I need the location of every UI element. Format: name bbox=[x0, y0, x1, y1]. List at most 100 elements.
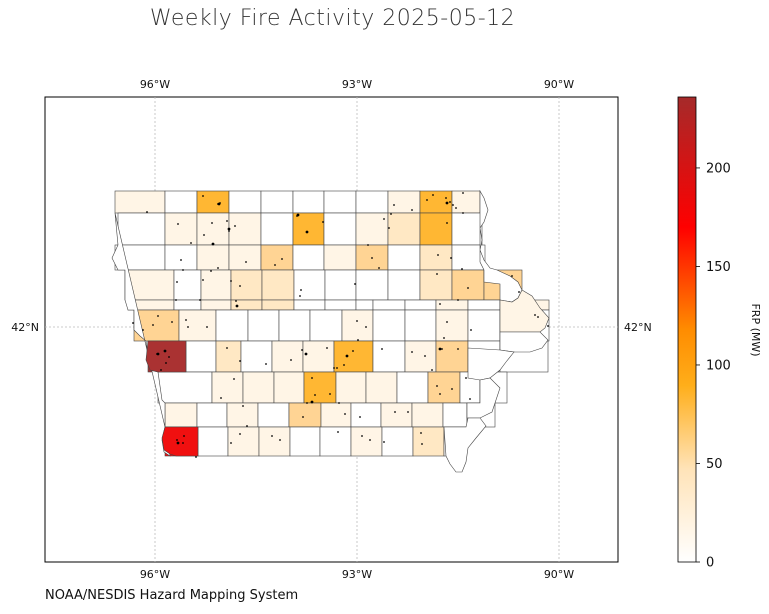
county-r9-c3 bbox=[226, 402, 259, 428]
colorbar-ticks: 0 50 100 150 200 bbox=[696, 161, 731, 571]
county-r6-c3 bbox=[215, 309, 249, 342]
fire-point bbox=[246, 425, 248, 427]
fire-point-large bbox=[163, 349, 167, 353]
fire-point bbox=[165, 362, 167, 364]
fire-point bbox=[180, 259, 182, 261]
fire-point bbox=[338, 402, 340, 404]
county-r8-c6 bbox=[335, 371, 367, 404]
colorbar-tick-label: 150 bbox=[706, 260, 731, 275]
county-r10-c7 bbox=[350, 426, 383, 457]
county-r9-c2 bbox=[196, 402, 228, 428]
fire-point bbox=[518, 291, 520, 293]
county-r4-c5 bbox=[261, 269, 295, 301]
county-r6-c7 bbox=[341, 309, 374, 342]
county-r9-c5 bbox=[288, 402, 322, 428]
fire-point bbox=[176, 281, 178, 283]
county-r7-c8 bbox=[372, 340, 406, 373]
fire-point bbox=[228, 230, 230, 232]
county-r1-c11 bbox=[451, 190, 481, 214]
county-r10-c2 bbox=[197, 426, 229, 457]
county-r5-c5 bbox=[261, 299, 295, 311]
county-r9-c7 bbox=[350, 402, 382, 428]
fire-point bbox=[446, 321, 448, 323]
fire-point-large bbox=[227, 227, 231, 231]
fire-point bbox=[367, 244, 369, 246]
colorbar-tick-label: 0 bbox=[706, 556, 714, 571]
fire-point bbox=[177, 223, 179, 225]
fire-point bbox=[450, 257, 452, 259]
fire-point bbox=[176, 439, 178, 441]
county-r2-c3 bbox=[196, 212, 230, 246]
fire-point bbox=[394, 411, 396, 413]
county-r2-c6 bbox=[292, 212, 325, 246]
county-r7-c10 bbox=[435, 340, 469, 373]
county-r9-c9 bbox=[411, 402, 444, 428]
fire-point bbox=[443, 337, 445, 339]
county-r5-c10 bbox=[404, 299, 437, 311]
fire-point bbox=[271, 435, 273, 437]
county-r8-c2 bbox=[211, 371, 244, 404]
county-r4-c6 bbox=[293, 269, 326, 301]
county-r2-c2 bbox=[164, 212, 198, 246]
fire-point-large bbox=[156, 352, 160, 356]
fire-point-large bbox=[296, 213, 300, 217]
county-r4-c10 bbox=[419, 269, 453, 301]
fire-point bbox=[388, 227, 390, 229]
fire-point bbox=[452, 204, 454, 206]
county-r5-c7 bbox=[324, 299, 357, 311]
fire-point bbox=[146, 211, 148, 213]
county-r3-c5 bbox=[260, 244, 294, 271]
county-r3-c3 bbox=[196, 244, 230, 271]
county-r7-c5 bbox=[271, 340, 304, 373]
county-west-red bbox=[161, 426, 199, 457]
county-r1-c5 bbox=[260, 190, 294, 214]
fire-point bbox=[217, 267, 219, 269]
fire-point bbox=[182, 442, 184, 444]
fire-point bbox=[175, 299, 177, 301]
county-r3-c9 bbox=[387, 244, 421, 271]
fire-point bbox=[343, 364, 345, 366]
fire-point bbox=[239, 433, 241, 435]
county-r1-c3 bbox=[196, 190, 230, 214]
county-r2-c10 bbox=[419, 212, 453, 246]
county-r2-c4 bbox=[228, 212, 262, 246]
county-r6-c4 bbox=[247, 309, 280, 342]
county-r6-c5 bbox=[278, 309, 311, 342]
fire-point bbox=[333, 367, 335, 369]
fire-point-large bbox=[445, 201, 449, 205]
county-r5-c6 bbox=[293, 299, 326, 311]
fire-point bbox=[534, 314, 536, 316]
fire-point bbox=[359, 416, 361, 418]
fire-point bbox=[314, 394, 316, 396]
colorbar-tick-label: 200 bbox=[706, 161, 731, 176]
fire-point bbox=[431, 369, 433, 371]
fire-point bbox=[322, 221, 324, 223]
county-east-river bbox=[467, 347, 515, 381]
county-r1-c1 bbox=[114, 190, 166, 214]
fire-point bbox=[239, 285, 241, 287]
county-layer bbox=[111, 189, 550, 473]
fire-point bbox=[462, 212, 464, 214]
fire-point bbox=[274, 264, 276, 266]
county-r3-c4 bbox=[228, 244, 262, 271]
county-r9-c10 bbox=[442, 402, 468, 428]
fire-point bbox=[311, 377, 313, 379]
fire-point bbox=[378, 267, 380, 269]
fire-point bbox=[470, 329, 472, 331]
county-r1-c9 bbox=[387, 190, 421, 214]
colorbar-label: FRP (MW) bbox=[749, 303, 762, 356]
fire-point bbox=[226, 347, 228, 349]
county-r4-c8 bbox=[355, 269, 389, 301]
fire-point bbox=[326, 347, 328, 349]
lon-label-top-93w: 93°W bbox=[342, 78, 372, 91]
fire-point bbox=[436, 273, 438, 275]
county-r1-c2 bbox=[164, 190, 198, 214]
fire-point bbox=[210, 270, 212, 272]
fire-point bbox=[230, 280, 232, 282]
fire-point bbox=[199, 299, 201, 301]
county-r4-c11 bbox=[451, 269, 485, 301]
fire-point bbox=[467, 287, 469, 289]
county-r1-c4 bbox=[228, 190, 262, 214]
fire-point bbox=[411, 351, 413, 353]
county-r4-c4 bbox=[230, 269, 263, 301]
